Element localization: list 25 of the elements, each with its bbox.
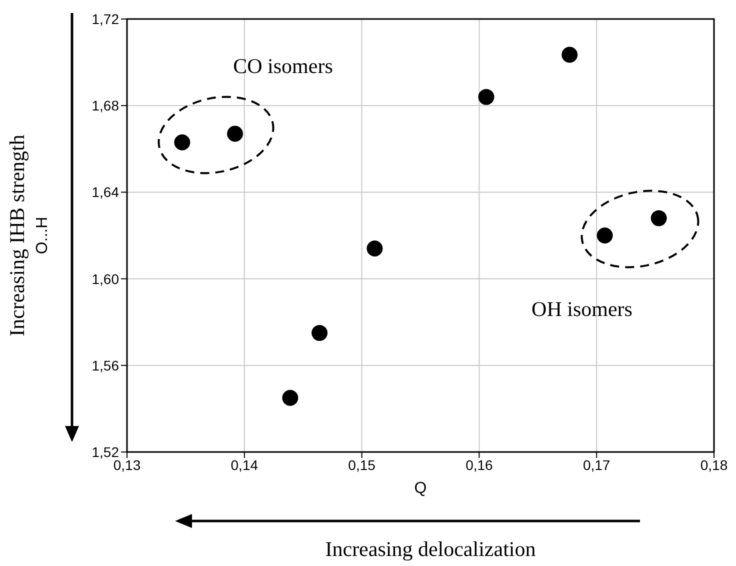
x-tick-label: 0,18 [700, 456, 728, 473]
point [174, 134, 190, 150]
y-tick-label: 1,72 [92, 10, 120, 27]
x-tick-label: 0,16 [466, 456, 494, 473]
x-axis-title: Q [414, 480, 427, 497]
annotation: CO isomers [233, 54, 333, 78]
text: Increasing IHB strength [5, 134, 29, 336]
y-axis-title: O...H [34, 216, 51, 254]
y-tick-label: 1,68 [92, 98, 120, 114]
annotation: OH isomers [532, 297, 632, 321]
point [562, 46, 578, 63]
point [366, 240, 383, 256]
point [650, 210, 667, 226]
x-tick-label: 0,15 [348, 456, 376, 473]
y-tick-label: 1,56 [92, 357, 120, 374]
point [312, 324, 328, 341]
text: Increasing delocalization [325, 537, 536, 561]
x-tick-label: 0,14 [230, 456, 258, 473]
point [478, 88, 494, 105]
x-tick-label: 0,17 [582, 456, 610, 473]
point [227, 126, 243, 142]
point [596, 228, 613, 244]
y-tick-label: 1,64 [92, 184, 120, 200]
y-tick-label: 1,60 [92, 270, 120, 287]
point [282, 390, 298, 406]
